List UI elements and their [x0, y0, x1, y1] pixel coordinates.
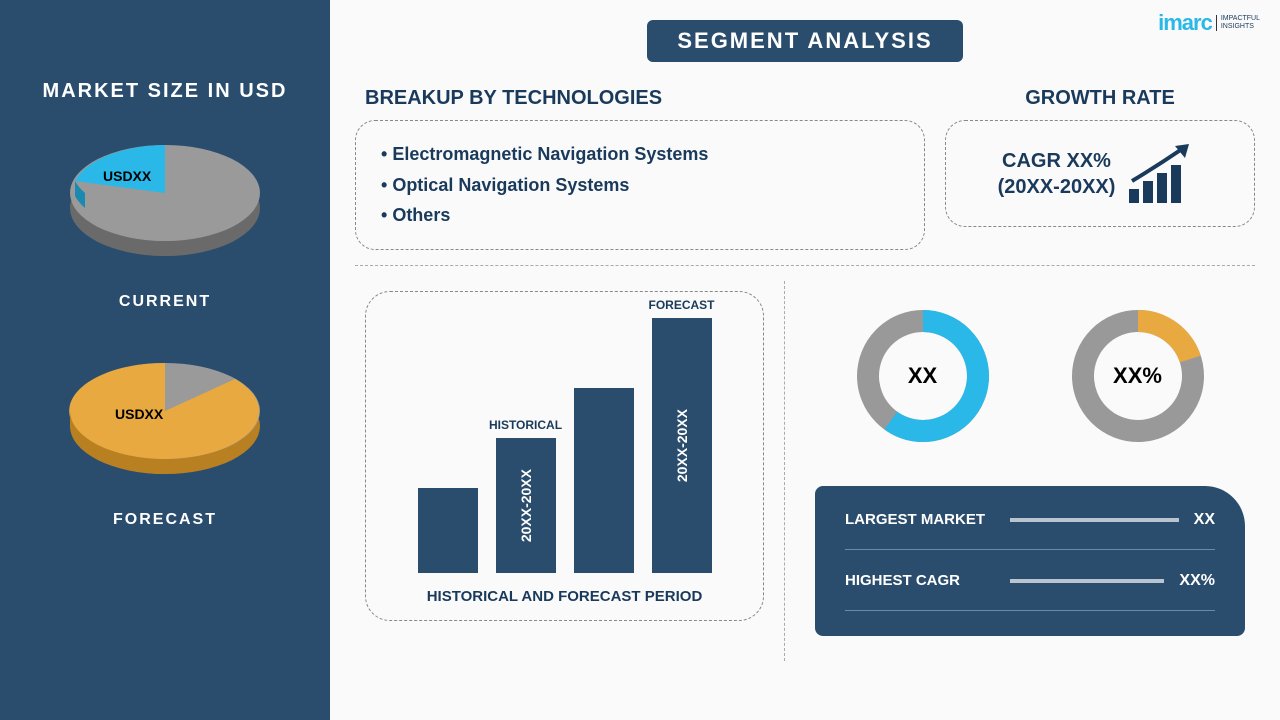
bar: [418, 488, 478, 573]
pie-current-label: CURRENT: [119, 293, 211, 311]
bar-toplabel: FORECAST: [649, 298, 715, 312]
bar-label: 20XX-20XX: [674, 409, 690, 482]
top-row: BREAKUP BY TECHNOLOGIES • Electromagneti…: [355, 87, 1255, 250]
bar-panel: HISTORICAL 20XX-20XX FORECAST 20XX-20XX …: [365, 291, 764, 621]
bar: FORECAST 20XX-20XX: [652, 318, 712, 573]
growth-inner: CAGR XX% (20XX-20XX): [945, 120, 1255, 227]
stat-label: HIGHEST CAGR: [845, 572, 995, 589]
stat-row: LARGEST MARKET XX: [845, 511, 1215, 550]
breakup-list: • Electromagnetic Navigation Systems • O…: [355, 120, 925, 250]
stat-row: HIGHEST CAGR XX%: [845, 572, 1215, 611]
logo-tagline: IMPACTFUL INSIGHTS: [1216, 15, 1260, 30]
pie-chart-current: USDXX: [55, 133, 275, 273]
stat-bar: [1010, 579, 1164, 583]
pie-forecast-value: USDXX: [115, 406, 163, 422]
bar-caption: HISTORICAL AND FORECAST PERIOD: [391, 588, 738, 605]
sidebar-title: MARKET SIZE IN USD: [43, 80, 288, 103]
pie-current-value: USDXX: [103, 168, 151, 184]
bottom-row: HISTORICAL 20XX-20XX FORECAST 20XX-20XX …: [355, 281, 1255, 661]
breakup-section: BREAKUP BY TECHNOLOGIES • Electromagneti…: [355, 87, 925, 250]
growth-chart-icon: [1127, 141, 1202, 206]
bar-label: 20XX-20XX: [518, 469, 534, 542]
pie-forecast-wrap: USDXX FORECAST: [55, 351, 275, 529]
breakup-title: BREAKUP BY TECHNOLOGIES: [365, 87, 925, 110]
pie-current-wrap: USDXX CURRENT: [55, 133, 275, 311]
pie-forecast-label: FORECAST: [113, 511, 217, 529]
page-title: SEGMENT ANALYSIS: [647, 20, 962, 62]
breakup-item: • Optical Navigation Systems: [381, 170, 899, 201]
growth-title: GROWTH RATE: [945, 87, 1255, 110]
bar-area: HISTORICAL 20XX-20XX FORECAST 20XX-20XX: [391, 317, 738, 573]
divider: [355, 265, 1255, 266]
donut-1: XX: [853, 306, 993, 446]
bar-toplabel: HISTORICAL: [489, 418, 562, 432]
donut-1-value: XX: [908, 363, 937, 389]
bar: HISTORICAL 20XX-20XX: [496, 438, 556, 573]
logo-brand: imarc: [1158, 10, 1212, 36]
breakup-item: • Electromagnetic Navigation Systems: [381, 139, 899, 170]
donut-2-value: XX%: [1113, 363, 1162, 389]
stat-label: LARGEST MARKET: [845, 511, 995, 528]
pie-chart-forecast: USDXX: [55, 351, 275, 491]
breakup-item: • Others: [381, 200, 899, 231]
cagr-text: CAGR XX% (20XX-20XX): [998, 148, 1116, 200]
donut-row: XX XX%: [815, 306, 1245, 446]
bar: [574, 388, 634, 573]
bar-chart-section: HISTORICAL 20XX-20XX FORECAST 20XX-20XX …: [355, 281, 785, 661]
sidebar: MARKET SIZE IN USD USDXX CURRENT USDXX F…: [0, 0, 330, 720]
growth-section: GROWTH RATE CAGR XX% (20XX-20XX): [945, 87, 1255, 250]
stat-value: XX: [1194, 511, 1215, 529]
stat-bar: [1010, 518, 1179, 522]
logo: imarc IMPACTFUL INSIGHTS: [1158, 10, 1260, 36]
main-panel: imarc IMPACTFUL INSIGHTS SEGMENT ANALYSI…: [330, 0, 1280, 720]
metrics-section: XX XX% LARGEST MARKET XX: [785, 281, 1255, 661]
stats-box: LARGEST MARKET XX HIGHEST CAGR XX%: [815, 486, 1245, 636]
donut-2: XX%: [1068, 306, 1208, 446]
stat-value: XX%: [1179, 572, 1215, 590]
